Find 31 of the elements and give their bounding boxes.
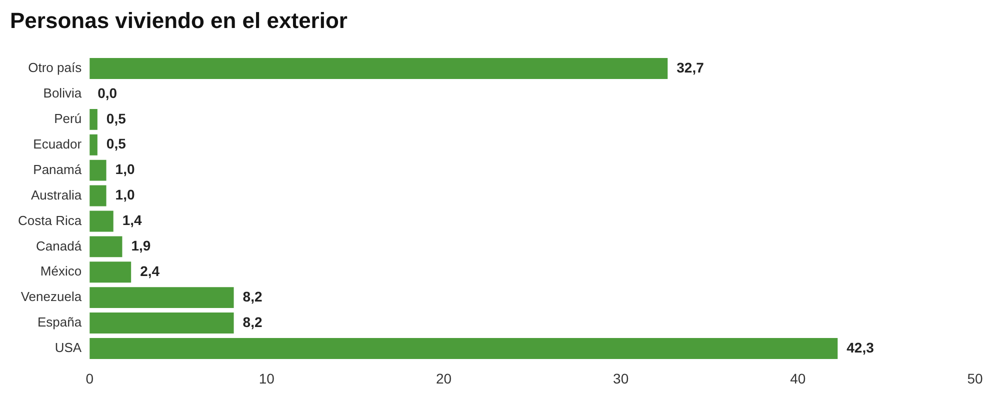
data-label: 0,5: [106, 136, 126, 152]
chart-title: Personas viviendo en el exterior: [9, 7, 348, 35]
y-tick-label: Perú: [54, 111, 82, 126]
data-label: 0,0: [98, 84, 118, 101]
data-label: 2,4: [140, 262, 160, 279]
y-tick-label: Canadá: [36, 238, 82, 254]
y-tick-label: México: [40, 264, 82, 279]
data-label: 1,0: [115, 186, 135, 203]
y-tick-label: Australia: [31, 187, 82, 202]
y-tick-label: Ecuador: [33, 136, 82, 152]
x-tick-label: 10: [258, 370, 275, 386]
data-label: 1,9: [131, 238, 151, 254]
data-label: 0,5: [106, 110, 126, 126]
data-label: 1,4: [122, 212, 142, 228]
y-tick-label: España: [37, 314, 82, 330]
data-label: 8,2: [242, 314, 262, 330]
y-tick-label: Costa Rica: [18, 212, 82, 228]
data-label: 8,2: [242, 288, 262, 304]
x-tick-label: 40: [790, 370, 806, 386]
x-tick-label: 30: [613, 370, 629, 386]
x-tick-label: 50: [967, 370, 983, 386]
data-label: 1,0: [115, 161, 135, 178]
y-tick-label: Otro país: [28, 60, 82, 76]
data-label: 32,7: [676, 59, 704, 76]
y-tick-label: Bolivia: [43, 86, 82, 101]
data-label: 42,3: [846, 339, 874, 356]
y-tick-label: Venezuela: [20, 289, 82, 304]
y-tick-label: Panamá: [33, 162, 82, 177]
x-tick-label: 20: [436, 370, 452, 386]
y-tick-label: USA: [54, 340, 82, 356]
x-tick-label: 0: [86, 370, 94, 386]
